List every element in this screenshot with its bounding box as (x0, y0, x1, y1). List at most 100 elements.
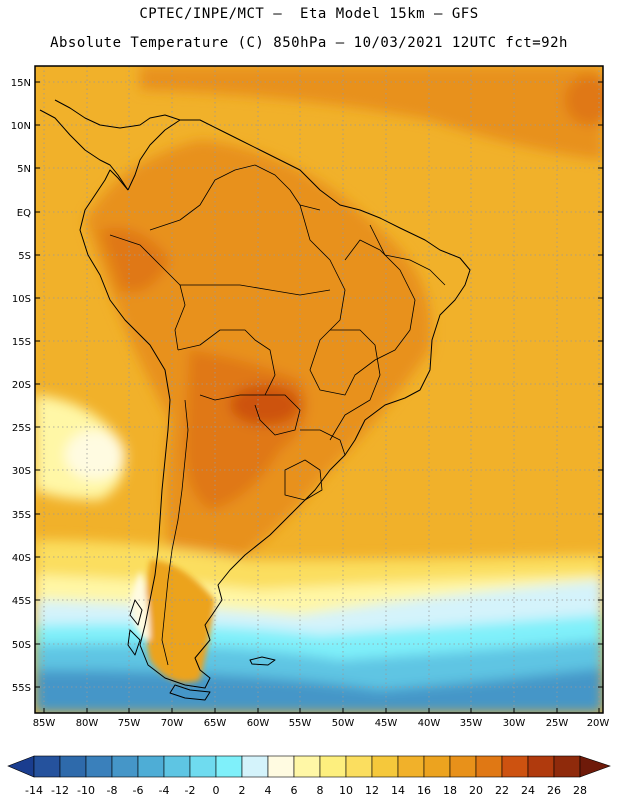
lat-label-10s: 10S (12, 294, 31, 305)
colorbar-swatch-2 (85, 755, 113, 778)
colorbar-label-4: -6 (133, 784, 144, 797)
colorbar-label-8: 2 (239, 784, 246, 797)
colorbar-label-5: -4 (159, 784, 170, 797)
lat-label-5s: 5S (18, 251, 31, 262)
border-paraguay (254, 394, 301, 436)
lon-label-70w: 70W (161, 718, 184, 729)
caribbean-coast (54, 99, 181, 129)
colorbar-label-15: 16 (417, 784, 431, 797)
lon-label-25w: 25W (546, 718, 569, 729)
colorbar-label-21: 28 (573, 784, 587, 797)
border-brazil-south (300, 429, 346, 456)
colorbar-label-12: 10 (339, 784, 353, 797)
colorbar-swatch-0 (33, 755, 61, 778)
colorbar-label-19: 24 (521, 784, 535, 797)
colorbar-swatch-16 (449, 755, 477, 778)
colorbar-swatch-17 (475, 755, 503, 778)
border-bolivia (177, 329, 276, 401)
colorbar-label-0: -14 (25, 784, 43, 797)
lon-label-20w: 20W (587, 718, 610, 729)
colorbar-swatch-4 (137, 755, 165, 778)
colorbar-label-13: 12 (365, 784, 379, 797)
border-brazil-states (299, 204, 416, 396)
border-brazil-west (180, 284, 331, 296)
lon-label-60w: 60W (247, 718, 270, 729)
coastlines (39, 99, 471, 701)
lat-label-50s: 50S (12, 640, 31, 651)
tick-marks (35, 81, 603, 713)
border-colombia (149, 164, 256, 231)
border-uruguay (284, 459, 323, 501)
lat-label-25s: 25S (12, 423, 31, 434)
map-frame (34, 65, 604, 714)
colorbar-swatch-3 (111, 755, 139, 778)
central-america-coast (39, 109, 129, 191)
colorbar-swatch-19 (527, 755, 555, 778)
colorbar-label-3: -8 (107, 784, 118, 797)
border-brazil-southeast (329, 329, 381, 441)
lat-label-10n: 10N (11, 121, 31, 132)
lon-label-75w: 75W (118, 718, 141, 729)
field-pacific-pale (65, 430, 125, 480)
field-ne-hotspot (565, 75, 603, 125)
lat-label-40s: 40S (12, 553, 31, 564)
lon-label-30w: 30W (503, 718, 526, 729)
colorbar-label-10: 6 (291, 784, 298, 797)
colorbar-swatch-9 (267, 755, 295, 778)
colorbar-swatch-20 (553, 755, 581, 778)
lat-label-30s: 30S (12, 466, 31, 477)
colorbar-label-14: 14 (391, 784, 405, 797)
colorbar-swatch-11 (319, 755, 347, 778)
border-chile-argentina (161, 399, 189, 666)
latitude-labels: 15N 10N 5N EQ 5S 10S 15S 20S 25S 30S 35S… (11, 78, 31, 694)
colorbar-labels: -14 -12 -10 -8 -6 -4 -2 0 2 4 6 8 10 12 … (25, 784, 587, 797)
colorbar-swatch-7 (215, 755, 243, 778)
lat-label-15s: 15S (12, 337, 31, 348)
colorbar-swatch-14 (397, 755, 425, 778)
colorbar-label-20: 26 (547, 784, 561, 797)
lat-label-20s: 20S (12, 380, 31, 391)
lat-label-35s: 35S (12, 510, 31, 521)
lon-label-80w: 80W (76, 718, 99, 729)
colorbar-label-2: -10 (77, 784, 95, 797)
field-north-warm (140, 66, 603, 160)
colorbar-swatch-12 (345, 755, 373, 778)
graticule (35, 66, 603, 713)
lon-label-65w: 65W (204, 718, 227, 729)
country-borders (109, 164, 446, 666)
colorbar-label-16: 18 (443, 784, 457, 797)
colorbar-low-arrow (7, 755, 35, 778)
lon-label-55w: 55W (289, 718, 312, 729)
temperature-field (35, 66, 603, 713)
lon-label-85w: 85W (33, 718, 56, 729)
lat-label-eq: EQ (17, 208, 31, 219)
lon-label-45w: 45W (375, 718, 398, 729)
lon-label-35w: 35W (460, 718, 483, 729)
colorbar (7, 755, 611, 778)
colorbar-label-9: 4 (265, 784, 272, 797)
colorbar-label-18: 22 (495, 784, 509, 797)
lon-label-50w: 50W (332, 718, 355, 729)
colorbar-label-6: -2 (185, 784, 196, 797)
colorbar-swatch-1 (59, 755, 87, 778)
title-line-1: CPTEC/INPE/MCT – Eta Model 15km – GFS (139, 6, 479, 22)
colorbar-label-17: 20 (469, 784, 483, 797)
tierra-del-fuego (169, 684, 211, 701)
field-hot-north (100, 228, 170, 292)
colorbar-swatch-10 (293, 755, 321, 778)
border-venezuela (254, 164, 321, 211)
border-brazil-north (369, 224, 446, 286)
field-hottest (230, 385, 300, 425)
lat-label-55s: 55S (12, 683, 31, 694)
longitude-labels: 85W 80W 75W 70W 65W 60W 55W 50W 45W 40W … (33, 718, 610, 729)
chilean-islands (127, 599, 143, 656)
colorbar-swatch-6 (189, 755, 217, 778)
colorbar-swatch-8 (241, 755, 269, 778)
colorbar-label-7: 0 (213, 784, 220, 797)
field-patagonia (145, 560, 215, 683)
colorbar-swatch-15 (423, 755, 451, 778)
title-line-2: Absolute Temperature (C) 850hPa – 10/03/… (50, 35, 568, 51)
colorbar-swatch-5 (163, 755, 191, 778)
falklands (249, 656, 276, 666)
